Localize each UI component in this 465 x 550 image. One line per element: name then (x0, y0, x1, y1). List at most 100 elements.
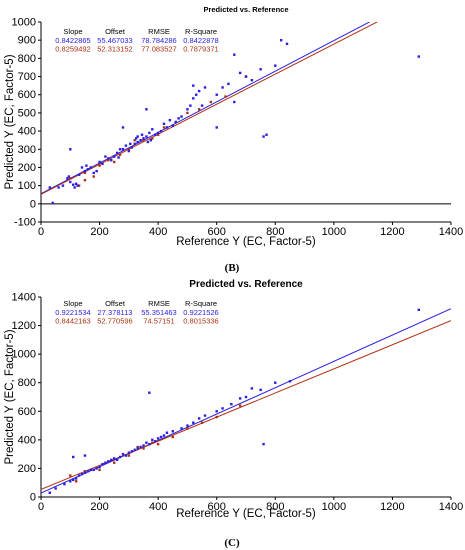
data-point-blue (250, 78, 254, 82)
data-point-blue (200, 104, 204, 107)
data-point-blue (133, 448, 136, 452)
data-point-blue (77, 474, 81, 477)
data-point-blue (171, 430, 174, 433)
data-point-red (162, 126, 166, 129)
data-point-blue (259, 68, 262, 71)
x-tick-label: 200 (90, 226, 108, 238)
data-point-blue (156, 131, 160, 135)
data-point-blue (151, 128, 154, 131)
data-point-blue (259, 388, 262, 392)
data-point-blue (76, 184, 79, 187)
data-point-blue (230, 402, 233, 406)
data-point-blue (92, 171, 95, 175)
stats-value-red: 77.083527 (141, 45, 176, 54)
data-point-blue (80, 472, 84, 476)
data-point-blue (139, 445, 142, 449)
data-point-blue (48, 491, 51, 494)
stats-header: RMSE (148, 27, 170, 36)
data-point-blue (83, 454, 87, 457)
data-point-red (113, 160, 116, 164)
x-tick-label: 0 (38, 226, 44, 238)
stats-value-blue: 55.467033 (97, 36, 132, 45)
stats-value-red: 0.8442163 (55, 317, 90, 326)
x-tick-label: 1400 (439, 226, 463, 238)
data-point-red (113, 461, 116, 464)
data-point-blue (129, 142, 132, 146)
data-point-blue (189, 104, 192, 107)
data-point-red (74, 480, 78, 483)
data-point-blue (98, 465, 101, 469)
data-point-blue (66, 177, 69, 180)
data-point-blue (80, 166, 84, 169)
data-point-blue (192, 84, 195, 87)
data-point-blue (151, 438, 154, 442)
data-point-red (197, 108, 201, 111)
stats-value-blue: 0.9221534 (55, 308, 90, 317)
data-point-blue (72, 183, 75, 186)
data-point-blue (238, 71, 242, 75)
data-point-blue (177, 117, 180, 120)
data-point-blue (110, 158, 113, 162)
data-point-blue (139, 138, 142, 142)
data-point-blue (244, 395, 248, 399)
data-point-blue (89, 166, 92, 169)
plot-area (41, 308, 451, 494)
y-tick-label: 200 (18, 463, 36, 475)
data-point-blue (101, 462, 104, 466)
data-point-red (83, 470, 87, 473)
data-point-blue (107, 460, 110, 463)
y-tick-label: 800 (18, 377, 36, 389)
data-point-blue (148, 442, 151, 446)
data-point-blue (417, 308, 420, 312)
data-point-blue (127, 149, 131, 153)
data-point-blue (142, 137, 145, 140)
plot-area (41, 22, 451, 205)
y-tick-label: 900 (18, 35, 36, 47)
data-point-blue (417, 55, 420, 58)
data-point-red (238, 404, 242, 407)
data-point-red (98, 468, 101, 472)
y-tick-label: 1400 (12, 292, 36, 304)
data-point-blue (233, 53, 236, 56)
data-point-red (151, 441, 154, 444)
stats-header: RMSE (148, 299, 170, 308)
chart-c: Predicted vs. Reference 0 200 400 600 800 1000… (4, 279, 463, 520)
data-point-red (92, 175, 95, 178)
data-point-blue (48, 186, 51, 189)
data-point-blue (238, 397, 242, 400)
stats-header: Offset (105, 299, 126, 308)
data-point-red (209, 100, 213, 104)
stats-header: R-Square (185, 299, 217, 308)
x-tick-label: 400 (149, 501, 167, 513)
data-point-blue (136, 140, 139, 144)
data-point-blue (180, 427, 183, 430)
data-point-blue (215, 126, 218, 129)
x-tick-label: 600 (208, 226, 226, 238)
data-point-red (69, 177, 72, 180)
data-point-blue (69, 480, 72, 483)
stats-header: Slope (63, 27, 82, 36)
stats-value-blue: 78.784286 (141, 36, 176, 45)
data-point-red (142, 447, 145, 450)
data-point-blue (89, 468, 92, 472)
chart-title: Predicted vs. Reference (203, 5, 288, 14)
data-point-blue (279, 38, 283, 42)
data-point-blue (154, 133, 157, 136)
x-tick-label: 800 (266, 226, 284, 238)
data-point-blue (221, 86, 224, 89)
stats-value-red: 74.57151 (143, 317, 174, 326)
data-point-blue (165, 431, 169, 434)
data-point-blue (159, 435, 163, 439)
stats-value-red: 52.770596 (97, 317, 132, 326)
y-tick-label: 600 (18, 406, 36, 418)
panel-label-b: (B) (225, 262, 240, 274)
x-tick-label: 400 (149, 226, 167, 238)
data-point-red (136, 445, 139, 449)
regression-line-red (41, 22, 379, 195)
data-point-blue (142, 444, 145, 447)
data-point-red (98, 164, 101, 167)
data-point-blue (262, 442, 265, 446)
data-point-blue (104, 461, 107, 464)
stats-value-red: 0.8015336 (183, 317, 218, 326)
data-point-blue (86, 470, 90, 473)
